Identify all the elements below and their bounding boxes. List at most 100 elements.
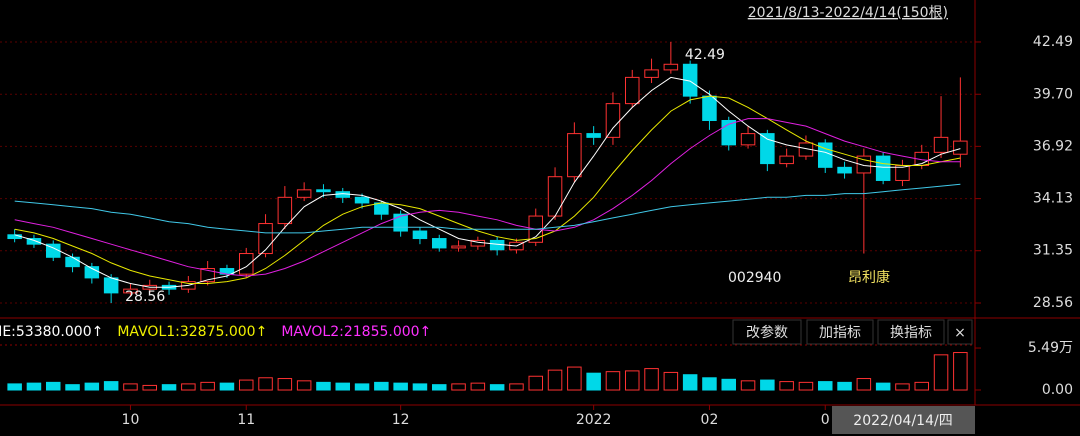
toolbar-button-label[interactable]: 改参数 (746, 324, 788, 341)
volume-bar (740, 380, 756, 391)
volume-bar (817, 381, 833, 391)
volume-bar (181, 383, 196, 391)
toolbar-button[interactable] (806, 319, 874, 345)
candle-body (258, 223, 273, 255)
candle-body (412, 230, 428, 240)
x-tick-label: 02 (701, 412, 719, 428)
candle-body (644, 69, 659, 78)
candle-body (354, 196, 370, 204)
y-tick-label: 34.13 (1033, 191, 1073, 207)
volume-bar (470, 382, 486, 391)
volume-indicator: MAVOL2:21855.000↑ (281, 324, 431, 340)
volume-bar (354, 383, 370, 391)
volume-bar (779, 381, 794, 391)
volume-bar (451, 383, 466, 391)
volume-bar (335, 382, 351, 391)
volume-bar (547, 369, 563, 391)
volume-bar (624, 370, 640, 391)
volume-bar (509, 383, 524, 391)
y-tick-label: 39.70 (1033, 86, 1073, 102)
volume-bar (933, 354, 949, 391)
volume-bar (528, 375, 544, 391)
volume-bar (103, 381, 119, 391)
volume-bar (123, 383, 138, 391)
candle-body (431, 238, 447, 249)
y-tick-label: 31.35 (1033, 243, 1073, 259)
volume-bar (7, 383, 22, 391)
candle-body (837, 166, 852, 174)
volume-bar (374, 381, 389, 391)
candle-body (238, 253, 254, 275)
volume-bar (277, 378, 293, 391)
candle-body (123, 288, 138, 294)
candle-body (933, 136, 949, 153)
volume-bar (219, 382, 235, 391)
x-tick-label: 12 (392, 412, 410, 428)
candle-body (451, 245, 466, 249)
candle-body (953, 140, 968, 155)
candle-body (296, 189, 312, 198)
toolbar-button[interactable] (877, 319, 945, 345)
y-tick-label: 42.49 (1033, 34, 1073, 50)
candle-body (760, 133, 775, 165)
toolbar-button[interactable] (947, 319, 973, 345)
cursor-date-box (832, 406, 975, 434)
volume-bar (798, 381, 814, 391)
x-tick-label: 10 (122, 412, 140, 428)
volume-bar (65, 384, 80, 391)
stock-code: 002940 (728, 270, 781, 286)
volume-bar (258, 377, 273, 391)
range-title: 2021/8/13-2022/4/14(150根) (748, 5, 948, 21)
moving-average (14, 76, 961, 288)
toolbar-button-label[interactable]: × (954, 325, 966, 341)
volume-bar (663, 371, 679, 391)
candle-body (547, 176, 563, 217)
volume-bar (586, 372, 601, 391)
candle-body (586, 133, 601, 138)
candle-body (277, 196, 293, 225)
toolbar-button-label[interactable]: 换指标 (890, 324, 932, 341)
x-tick-label: 11 (237, 412, 255, 428)
volume-bar (682, 374, 698, 391)
volume-bar (161, 384, 177, 391)
candle-body (200, 268, 215, 283)
volume-bar (721, 378, 737, 391)
volume-bar (953, 352, 968, 391)
volume-bar (316, 381, 331, 391)
candle-body (624, 76, 640, 105)
volume-indicator: MAVOL1:32875.000↑ (117, 324, 267, 340)
volume-bar (837, 381, 852, 391)
candle-body (875, 155, 891, 181)
volume-bar (702, 377, 717, 391)
y-tick-label: 36.92 (1033, 138, 1073, 154)
volume-bar (431, 384, 447, 391)
volume-bar (914, 381, 930, 391)
volume-bar (760, 379, 775, 391)
volume-bar (296, 380, 312, 391)
volume-bar (393, 382, 408, 391)
toolbar-button-label[interactable]: 加指标 (819, 325, 861, 341)
y-tick-label: 5.49万 (1028, 340, 1073, 356)
volume-bar (489, 384, 505, 391)
candle-body (26, 238, 42, 245)
volume-bar (26, 382, 42, 391)
volume-bar (84, 382, 100, 391)
y-tick-label: 28.56 (1033, 295, 1073, 311)
x-tick-label: 2022 (576, 412, 612, 428)
volume-bar (142, 384, 158, 391)
moving-average (14, 95, 961, 284)
low-annotation: 28.56 (125, 289, 165, 305)
candle-body (779, 155, 794, 165)
volume-bar (567, 366, 582, 391)
cursor-date: 2022/04/14/四 (853, 413, 952, 429)
toolbar-button[interactable] (732, 319, 802, 345)
candle-body (702, 95, 717, 121)
candle-body (393, 213, 408, 232)
candle-body (374, 202, 389, 215)
volume-indicator: UME:53380.000↑ (0, 324, 103, 340)
candle-body (605, 103, 621, 138)
volume-bar (875, 382, 891, 391)
volume-bar (412, 383, 428, 391)
volume-bar (644, 368, 659, 391)
